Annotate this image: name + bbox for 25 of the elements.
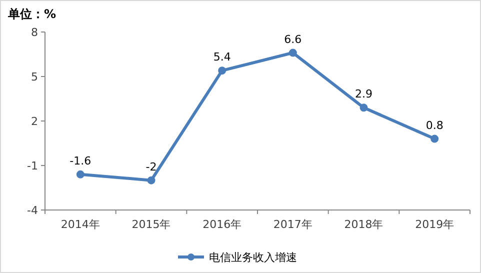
x-tick-label: 2018年 <box>344 218 384 231</box>
data-label: -1.6 <box>70 154 92 168</box>
x-tick-label: 2014年 <box>60 218 100 231</box>
y-tick-label: 2 <box>31 115 38 128</box>
point <box>430 134 439 143</box>
y-tick-label: 8 <box>31 26 38 39</box>
x-tick-label: 2019年 <box>415 218 454 231</box>
y-tick-label: 5 <box>31 70 38 84</box>
data-label: 0.8 <box>426 118 444 132</box>
y-tick-label: -1 <box>27 160 38 172</box>
data-label: 5.4 <box>213 50 231 64</box>
point <box>288 48 297 57</box>
x-tick-label: 2015年 <box>132 218 171 231</box>
legend-label: 电信业务收入增速 <box>209 251 297 264</box>
point <box>76 170 84 178</box>
x-tick-label: 2017年 <box>273 218 312 231</box>
y-tick-label: -4 <box>27 204 38 217</box>
data-label: -2 <box>146 160 157 174</box>
point <box>147 176 156 184</box>
point <box>360 104 368 112</box>
data-label: 6.6 <box>284 32 302 46</box>
point <box>218 66 226 75</box>
data-label: 2.9 <box>355 88 372 101</box>
y-axis-title: 单位：% <box>7 7 56 21</box>
x-tick-label: 2016年 <box>202 218 242 231</box>
